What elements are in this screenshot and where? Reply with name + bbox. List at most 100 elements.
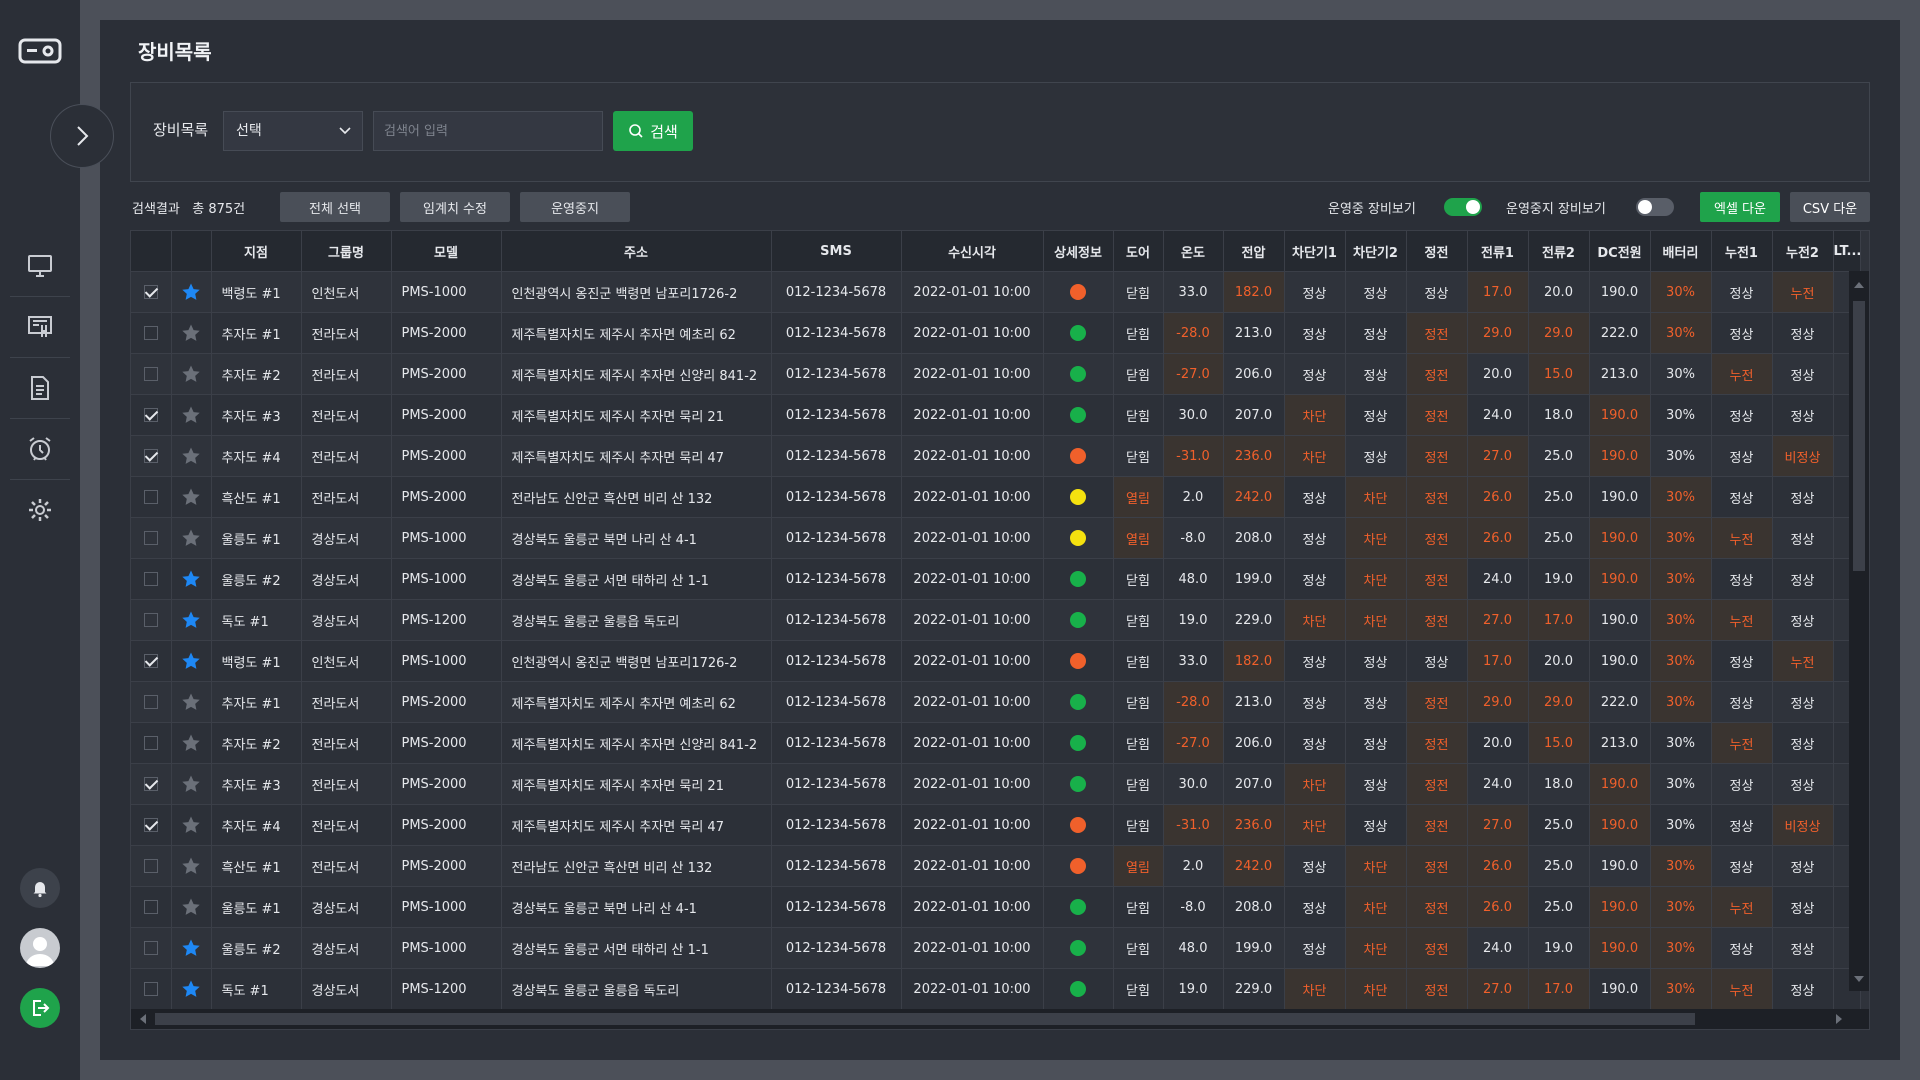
table-row[interactable]: 추자도 #1 전라도서 PMS-2000 제주특별자치도 제주시 추자면 예초리 62… xyxy=(131,312,1861,354)
favorite-star-icon[interactable] xyxy=(181,323,201,343)
stop-operation-button[interactable]: 운영중지 xyxy=(520,192,630,222)
favorite-star-icon[interactable] xyxy=(181,364,201,384)
table-row[interactable]: 추자도 #4 전라도서 PMS-2000 제주특별자치도 제주시 추자면 묵리 47 0… xyxy=(131,804,1861,846)
status-dot-icon[interactable] xyxy=(1070,407,1086,423)
column-header-0[interactable] xyxy=(131,231,172,272)
status-dot-icon[interactable] xyxy=(1070,776,1086,792)
status-dot-icon[interactable] xyxy=(1070,448,1086,464)
status-dot-icon[interactable] xyxy=(1070,653,1086,669)
status-dot-icon[interactable] xyxy=(1070,284,1086,300)
row-checkbox[interactable] xyxy=(143,859,158,873)
favorite-star-icon[interactable] xyxy=(181,569,201,589)
favorite-star-icon[interactable] xyxy=(181,733,201,753)
select-all-button[interactable]: 전체 선택 xyxy=(280,192,390,222)
row-checkbox[interactable] xyxy=(143,736,158,750)
favorite-star-icon[interactable] xyxy=(181,938,201,958)
status-dot-icon[interactable] xyxy=(1070,817,1086,833)
logout-button[interactable] xyxy=(20,988,60,1028)
favorite-star-icon[interactable] xyxy=(181,487,201,507)
status-dot-icon[interactable] xyxy=(1070,571,1086,587)
row-checkbox[interactable] xyxy=(143,572,158,586)
status-dot-icon[interactable] xyxy=(1070,325,1086,341)
table-row[interactable]: 추자도 #3 전라도서 PMS-2000 제주특별자치도 제주시 추자면 묵리 21 0… xyxy=(131,394,1861,436)
status-dot-icon[interactable] xyxy=(1070,981,1086,997)
favorite-star-icon[interactable] xyxy=(181,692,201,712)
scroll-down-arrow-icon[interactable] xyxy=(1849,971,1869,987)
nav-item-equipment[interactable] xyxy=(10,297,70,358)
table-row[interactable]: 추자도 #4 전라도서 PMS-2000 제주특별자치도 제주시 추자면 묵리 47 0… xyxy=(131,435,1861,477)
nav-item-alarm[interactable] xyxy=(10,419,70,480)
status-dot-icon[interactable] xyxy=(1070,489,1086,505)
status-dot-icon[interactable] xyxy=(1070,366,1086,382)
favorite-star-icon[interactable] xyxy=(181,897,201,917)
favorite-star-icon[interactable] xyxy=(181,282,201,302)
category-select[interactable]: 선택 xyxy=(223,111,363,151)
search-button[interactable]: 검색 xyxy=(613,111,693,151)
table-row[interactable]: 추자도 #1 전라도서 PMS-2000 제주특별자치도 제주시 추자면 예초리 62… xyxy=(131,681,1861,723)
table-row[interactable]: 울릉도 #1 경상도서 PMS-1000 경상북도 울릉군 북면 나리 산 4-1 01… xyxy=(131,886,1861,928)
favorite-star-icon[interactable] xyxy=(181,610,201,630)
favorite-star-icon[interactable] xyxy=(181,774,201,794)
table-row[interactable]: 추자도 #3 전라도서 PMS-2000 제주특별자치도 제주시 추자면 묵리 21 0… xyxy=(131,763,1861,805)
table-row[interactable]: 추자도 #2 전라도서 PMS-2000 제주특별자치도 제주시 추자면 신양리 84… xyxy=(131,353,1861,395)
horizontal-scroll-thumb[interactable] xyxy=(155,1013,1695,1025)
search-input[interactable] xyxy=(373,111,603,151)
favorite-star-icon[interactable] xyxy=(181,446,201,466)
nav-item-document[interactable] xyxy=(10,358,70,419)
status-dot-icon[interactable] xyxy=(1070,899,1086,915)
row-checkbox[interactable] xyxy=(143,900,158,914)
status-dot-icon[interactable] xyxy=(1070,612,1086,628)
row-checkbox[interactable] xyxy=(143,367,158,381)
table-row[interactable]: 흑산도 #1 전라도서 PMS-2000 전라남도 신안군 흑산면 비리 산 132 0… xyxy=(131,845,1861,887)
row-checkbox[interactable] xyxy=(143,777,158,791)
status-dot-icon[interactable] xyxy=(1070,694,1086,710)
toggle-running-switch[interactable] xyxy=(1444,198,1482,216)
table-row[interactable]: 울릉도 #1 경상도서 PMS-1000 경상북도 울릉군 북면 나리 산 4-1 01… xyxy=(131,517,1861,559)
excel-download-button[interactable]: 엑셀 다운 xyxy=(1700,192,1780,222)
table-row[interactable]: 독도 #1 경상도서 PMS-1200 경상북도 울릉군 울릉읍 독도리 012-123… xyxy=(131,599,1861,641)
row-checkbox[interactable] xyxy=(143,613,158,627)
sidebar-expand-button[interactable] xyxy=(50,104,114,168)
scroll-up-arrow-icon[interactable] xyxy=(1849,277,1869,293)
profile-button[interactable] xyxy=(20,928,60,968)
row-checkbox[interactable] xyxy=(143,941,158,955)
row-checkbox[interactable] xyxy=(143,449,158,463)
row-checkbox[interactable] xyxy=(143,326,158,340)
status-dot-icon[interactable] xyxy=(1070,735,1086,751)
favorite-star-icon[interactable] xyxy=(181,979,201,999)
table-row[interactable]: 울릉도 #2 경상도서 PMS-1000 경상북도 울릉군 서면 태하리 산 1-1 0… xyxy=(131,927,1861,969)
notification-button[interactable] xyxy=(20,868,60,908)
vertical-scroll-thumb[interactable] xyxy=(1853,301,1865,571)
row-checkbox[interactable] xyxy=(143,818,158,832)
row-checkbox[interactable] xyxy=(143,654,158,668)
status-dot-icon[interactable] xyxy=(1070,858,1086,874)
favorite-star-icon[interactable] xyxy=(181,528,201,548)
row-checkbox[interactable] xyxy=(143,531,158,545)
favorite-star-icon[interactable] xyxy=(181,815,201,835)
table-row[interactable]: 백령도 #1 인천도서 PMS-1000 인천광역시 옹진군 백령면 남포리1726-… xyxy=(131,640,1861,682)
table-row[interactable]: 울릉도 #2 경상도서 PMS-1000 경상북도 울릉군 서면 태하리 산 1-1 0… xyxy=(131,558,1861,600)
row-checkbox[interactable] xyxy=(143,285,158,299)
threshold-edit-button[interactable]: 임계치 수정 xyxy=(400,192,510,222)
favorite-star-icon[interactable] xyxy=(181,405,201,425)
csv-download-button[interactable]: CSV 다운 xyxy=(1790,192,1870,222)
horizontal-scrollbar[interactable] xyxy=(131,1009,1869,1029)
favorite-star-icon[interactable] xyxy=(181,856,201,876)
table-row[interactable]: 독도 #1 경상도서 PMS-1200 경상북도 울릉군 울릉읍 독도리 012-123… xyxy=(131,968,1861,1010)
table-row[interactable]: 추자도 #2 전라도서 PMS-2000 제주특별자치도 제주시 추자면 신양리 84… xyxy=(131,722,1861,764)
status-dot-icon[interactable] xyxy=(1070,530,1086,546)
table-row[interactable]: 흑산도 #1 전라도서 PMS-2000 전라남도 신안군 흑산면 비리 산 132 0… xyxy=(131,476,1861,518)
row-checkbox[interactable] xyxy=(143,490,158,504)
nav-item-monitor[interactable] xyxy=(10,236,70,297)
nav-item-settings[interactable] xyxy=(10,480,70,540)
scroll-right-arrow-icon[interactable] xyxy=(1831,1009,1847,1029)
table-row[interactable]: 백령도 #1 인천도서 PMS-1000 인천광역시 옹진군 백령면 남포리1726-… xyxy=(131,271,1861,313)
scroll-left-arrow-icon[interactable] xyxy=(135,1009,151,1029)
row-checkbox[interactable] xyxy=(143,695,158,709)
toggle-stopped-switch[interactable] xyxy=(1636,198,1674,216)
vertical-scrollbar[interactable] xyxy=(1849,271,1869,991)
favorite-star-icon[interactable] xyxy=(181,651,201,671)
row-checkbox[interactable] xyxy=(143,408,158,422)
row-checkbox[interactable] xyxy=(143,982,158,996)
status-dot-icon[interactable] xyxy=(1070,940,1086,956)
